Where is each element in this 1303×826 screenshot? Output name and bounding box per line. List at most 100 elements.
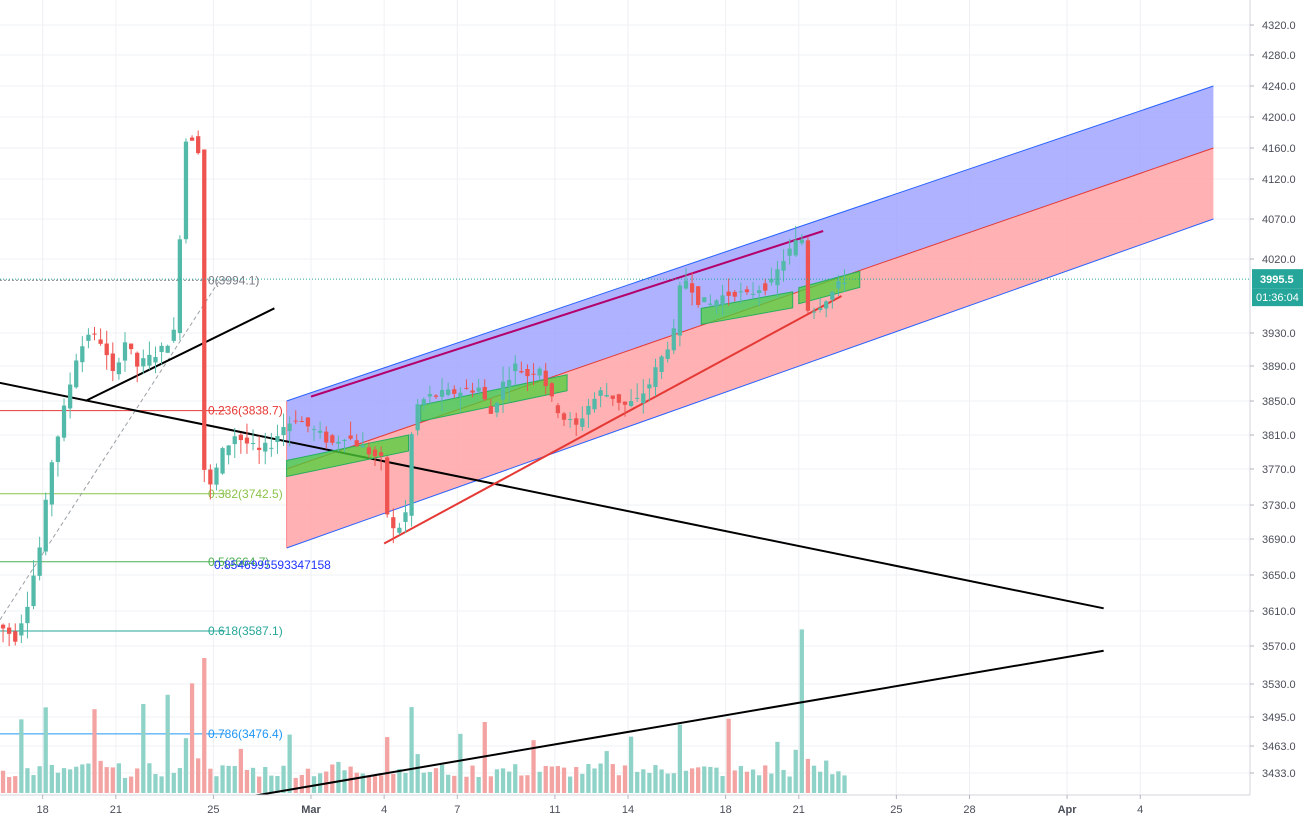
candle-body[interactable] bbox=[665, 349, 670, 359]
candle-body[interactable] bbox=[781, 261, 786, 271]
candle-body[interactable] bbox=[726, 291, 731, 296]
candle-body[interactable] bbox=[732, 291, 737, 297]
candle-body[interactable] bbox=[299, 421, 304, 423]
candle-body[interactable] bbox=[836, 281, 841, 289]
candle-body[interactable] bbox=[805, 240, 811, 311]
channel-lower-line[interactable] bbox=[286, 218, 1214, 549]
candle-body[interactable] bbox=[7, 627, 12, 634]
highlight-box[interactable] bbox=[286, 434, 410, 478]
candle-body[interactable] bbox=[555, 405, 561, 414]
candle-body[interactable] bbox=[738, 291, 743, 293]
candle-body[interactable] bbox=[311, 429, 317, 431]
candle-body[interactable] bbox=[525, 369, 530, 377]
candle-body[interactable] bbox=[135, 352, 140, 367]
candle-body[interactable] bbox=[769, 278, 774, 283]
candle-body[interactable] bbox=[202, 149, 207, 470]
candle-body[interactable] bbox=[159, 345, 164, 353]
candle-body[interactable] bbox=[86, 334, 91, 341]
candle-body[interactable] bbox=[116, 362, 122, 375]
candle-body[interactable] bbox=[775, 269, 780, 286]
candle-body[interactable] bbox=[397, 527, 402, 533]
candle-body[interactable] bbox=[31, 575, 36, 607]
candle-body[interactable] bbox=[531, 373, 536, 375]
candle-body[interactable] bbox=[464, 387, 469, 389]
candle-body[interactable] bbox=[446, 389, 451, 395]
candle-body[interactable] bbox=[696, 286, 701, 305]
candle-body[interactable] bbox=[263, 442, 268, 452]
candle-body[interactable] bbox=[128, 343, 134, 350]
trendline[interactable] bbox=[84, 307, 275, 402]
candle-body[interactable] bbox=[189, 137, 195, 141]
candle-body[interactable] bbox=[482, 386, 487, 400]
candle-body[interactable] bbox=[598, 390, 603, 396]
candle-body[interactable] bbox=[659, 356, 664, 373]
candle-body[interactable] bbox=[67, 384, 73, 409]
candle-body[interactable] bbox=[74, 360, 79, 388]
candle-body[interactable] bbox=[470, 390, 475, 393]
candle-body[interactable] bbox=[153, 357, 158, 363]
candle-body[interactable] bbox=[720, 295, 725, 305]
candle-body[interactable] bbox=[604, 394, 609, 397]
candle-body[interactable] bbox=[787, 248, 792, 256]
candle-body[interactable] bbox=[708, 303, 713, 305]
candle-body[interactable] bbox=[537, 368, 542, 376]
candle-body[interactable] bbox=[269, 447, 274, 449]
candle-body[interactable] bbox=[385, 457, 390, 515]
candle-body[interactable] bbox=[19, 623, 24, 636]
trendline[interactable] bbox=[0, 379, 1104, 610]
trendline[interactable] bbox=[383, 295, 842, 545]
candle-body[interactable] bbox=[427, 394, 433, 397]
candle-body[interactable] bbox=[763, 283, 768, 291]
candle-body[interactable] bbox=[354, 440, 359, 447]
candle-body[interactable] bbox=[110, 353, 115, 371]
fib-trend-line[interactable] bbox=[0, 280, 220, 621]
candle-body[interactable] bbox=[49, 462, 54, 505]
candle-body[interactable] bbox=[80, 346, 85, 363]
candle-body[interactable] bbox=[744, 289, 750, 293]
candle-body[interactable] bbox=[360, 445, 365, 448]
candle-body[interactable] bbox=[104, 343, 109, 356]
candle-body[interactable] bbox=[549, 383, 554, 397]
candle-body[interactable] bbox=[793, 240, 798, 256]
candle-body[interactable] bbox=[757, 290, 762, 293]
candle-body[interactable] bbox=[592, 398, 597, 410]
candle-body[interactable] bbox=[61, 405, 67, 438]
candle-body[interactable] bbox=[616, 394, 622, 403]
candle-body[interactable] bbox=[561, 413, 567, 420]
candle-body[interactable] bbox=[378, 452, 384, 456]
candle-body[interactable] bbox=[507, 379, 512, 387]
candle-body[interactable] bbox=[37, 547, 42, 576]
candle-body[interactable] bbox=[238, 434, 243, 441]
candle-body[interactable] bbox=[214, 467, 219, 485]
highlight-box[interactable] bbox=[420, 374, 568, 422]
candle-body[interactable] bbox=[567, 419, 573, 421]
candle-body[interactable] bbox=[391, 517, 396, 529]
candle-body[interactable] bbox=[196, 136, 201, 154]
candle-body[interactable] bbox=[641, 393, 646, 404]
candle-body[interactable] bbox=[13, 631, 18, 642]
candle-body[interactable] bbox=[628, 401, 634, 406]
candle-body[interactable] bbox=[653, 367, 658, 387]
candle-body[interactable] bbox=[689, 283, 695, 293]
channel-upper-line[interactable] bbox=[286, 85, 1214, 402]
candle-body[interactable] bbox=[439, 390, 445, 397]
candle-body[interactable] bbox=[281, 427, 286, 435]
candle-body[interactable] bbox=[830, 291, 835, 300]
candle-body[interactable] bbox=[622, 401, 628, 405]
candle-body[interactable] bbox=[635, 397, 640, 399]
candle-body[interactable] bbox=[811, 311, 817, 313]
candle-body[interactable] bbox=[0, 624, 6, 629]
candle-body[interactable] bbox=[372, 449, 378, 457]
candle-body[interactable] bbox=[647, 384, 652, 389]
candle-body[interactable] bbox=[513, 363, 518, 372]
candle-body[interactable] bbox=[348, 435, 353, 439]
candle-body[interactable] bbox=[165, 345, 170, 353]
candle-body[interactable] bbox=[147, 354, 152, 366]
candle-body[interactable] bbox=[415, 404, 420, 431]
candle-body[interactable] bbox=[25, 606, 30, 624]
trendline[interactable] bbox=[213, 649, 1104, 804]
candle-body[interactable] bbox=[403, 512, 408, 522]
candle-body[interactable] bbox=[317, 430, 323, 433]
